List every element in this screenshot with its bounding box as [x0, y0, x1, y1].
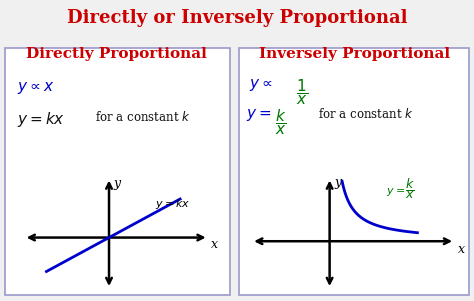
Text: $y \propto x$: $y \propto x$: [17, 80, 54, 96]
Text: y: y: [334, 176, 341, 189]
Text: $y \propto$: $y \propto$: [249, 77, 273, 93]
Text: $y=$: $y=$: [386, 185, 405, 197]
Text: x: x: [458, 243, 465, 256]
Text: $y=kx$: $y=kx$: [155, 197, 190, 211]
Text: Inversely Proportional: Inversely Proportional: [258, 47, 450, 61]
Text: $\dfrac{k}{x}$: $\dfrac{k}{x}$: [405, 176, 415, 201]
Text: x: x: [211, 238, 219, 251]
Text: y: y: [113, 177, 120, 190]
Text: Directly Proportional: Directly Proportional: [26, 47, 207, 61]
Text: for a constant $k$: for a constant $k$: [318, 107, 413, 121]
Text: Directly or Inversely Proportional: Directly or Inversely Proportional: [67, 9, 407, 27]
Text: $y =$: $y =$: [246, 107, 271, 123]
Text: $y = kx$: $y = kx$: [17, 110, 64, 129]
Text: $\dfrac{k}{x}$: $\dfrac{k}{x}$: [275, 107, 287, 137]
Text: $\dfrac{1}{x}$: $\dfrac{1}{x}$: [296, 77, 309, 107]
Text: for a constant $k$: for a constant $k$: [95, 110, 191, 124]
